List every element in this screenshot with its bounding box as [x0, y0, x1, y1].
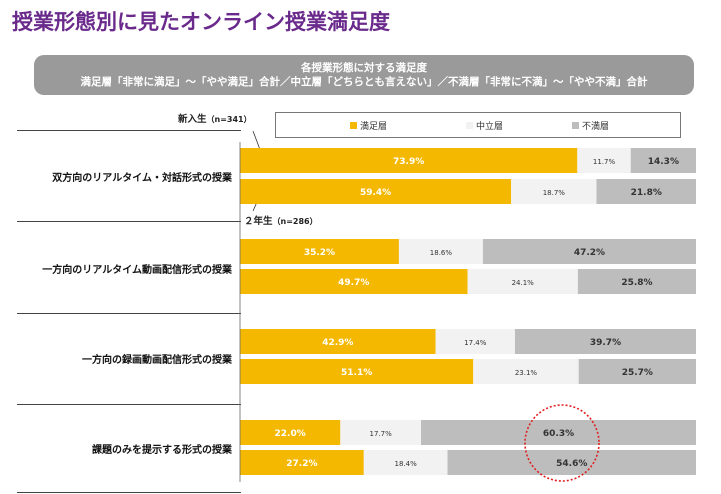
bar-segment-satisfied — [240, 450, 364, 475]
bar-data-label: 23.1% — [515, 369, 538, 377]
bar-segment-satisfied — [240, 420, 341, 445]
bar-data-label: 18.7% — [543, 189, 566, 197]
bar-segment-dissatisfied — [630, 148, 696, 173]
legend-swatch-neutral — [466, 122, 473, 129]
legend-item-neutral: 中立層 — [466, 119, 503, 132]
legend-label-neutral: 中立層 — [476, 122, 504, 132]
bar-data-label: 17.4% — [464, 339, 487, 347]
bar-data-label: 24.1% — [512, 279, 535, 287]
bar-segment-dissatisfied — [514, 329, 696, 354]
bar-segment-satisfied — [240, 179, 512, 204]
highlight-circle — [524, 404, 600, 482]
bar-data-label: 54.6% — [556, 459, 587, 469]
bar-segment-neutral — [363, 450, 448, 475]
bar-segment-satisfied — [240, 239, 399, 264]
page-title: 授業形態別に見たオンライン授業満足度 — [12, 10, 390, 34]
bar-data-label: 49.7% — [338, 278, 369, 288]
bar-data-label: 18.6% — [430, 249, 453, 257]
bar-data-label: 73.9% — [393, 157, 424, 167]
bar-segment-dissatisfied — [421, 420, 696, 445]
legend-label-dissatisfied: 不満層 — [582, 122, 610, 132]
group-separator — [17, 130, 241, 131]
bar-data-label: 39.7% — [590, 338, 621, 348]
banner-line-1: 各授業形態に対する満足度 — [301, 62, 427, 74]
category-label: 課題のみを提示する形式の授業 — [92, 445, 232, 456]
bar-data-label: 25.7% — [622, 368, 653, 378]
group-separator — [17, 492, 241, 493]
bar-segment-neutral — [398, 239, 483, 264]
legend-item-satisfied: 満足層 — [350, 119, 387, 132]
grade-label-first-year: 新入生（n=341） — [178, 111, 252, 125]
group-separator — [17, 404, 241, 405]
grade-first-year-name: 新入生 — [178, 114, 207, 125]
bar-data-label: 47.2% — [574, 248, 605, 258]
bar-data-label: 25.8% — [621, 278, 652, 288]
group-separator — [17, 313, 241, 314]
bar-data-label: 51.1% — [341, 368, 372, 378]
legend-label-satisfied: 満足層 — [360, 122, 388, 132]
legend: 満足層 中立層 不満層 — [275, 112, 681, 138]
bar-data-label: 17.7% — [370, 430, 393, 438]
bar-segment-neutral — [577, 148, 631, 173]
bar-data-label: 59.4% — [360, 188, 391, 198]
bar-segment-neutral — [473, 359, 579, 384]
bar-segment-neutral — [340, 420, 422, 445]
legend-item-dissatisfied: 不満層 — [572, 119, 609, 132]
bar-segment-dissatisfied — [596, 179, 696, 204]
grade-first-year-n: （n=341） — [206, 115, 252, 124]
banner-line-2: 満足層「非常に満足」～「やや満足」合計／中立層「どちらとも言えない」／不満層「非… — [80, 76, 648, 88]
bar-data-label: 21.8% — [631, 188, 662, 198]
bar-data-label: 18.4% — [395, 460, 418, 468]
bar-segment-dissatisfied — [577, 269, 696, 294]
bar-segment-satisfied — [240, 148, 578, 173]
bar-segment-neutral — [467, 269, 578, 294]
bar-segment-satisfied — [240, 329, 436, 354]
bar-data-label: 14.3% — [648, 157, 679, 167]
grade-label-second-year: ２年生（n=286） — [244, 213, 318, 227]
grade-second-year-n: （n=286） — [272, 217, 318, 226]
grade-second-year-name: ２年生 — [244, 216, 273, 227]
bar-data-label: 27.2% — [286, 459, 317, 469]
bar-segment-neutral — [511, 179, 597, 204]
category-label: 一方向の録画動画配信形式の授業 — [82, 355, 232, 366]
bar-data-label: 22.0% — [275, 429, 306, 439]
bar-data-label: 60.3% — [543, 429, 574, 439]
bar-segment-neutral — [435, 329, 515, 354]
bar-segment-satisfied — [240, 359, 474, 384]
category-label: 双方向のリアルタイム・対話形式の授業 — [52, 173, 232, 184]
bar-segment-dissatisfied — [578, 359, 696, 384]
bar-segment-dissatisfied — [447, 450, 696, 475]
bar-segment-dissatisfied — [482, 239, 696, 264]
legend-swatch-dissatisfied — [572, 122, 579, 129]
bar-data-label: 42.9% — [322, 338, 353, 348]
bar-segment-satisfied — [240, 269, 468, 294]
bar-data-label: 35.2% — [304, 248, 335, 258]
subtitle-banner: 各授業形態に対する満足度 満足層「非常に満足」～「やや満足」合計／中立層「どちら… — [34, 55, 694, 95]
bar-data-label: 11.7% — [593, 158, 616, 166]
legend-swatch-satisfied — [350, 122, 357, 129]
category-label: 一方向のリアルタイム動画配信形式の授業 — [42, 265, 232, 276]
group-separator — [17, 221, 241, 222]
